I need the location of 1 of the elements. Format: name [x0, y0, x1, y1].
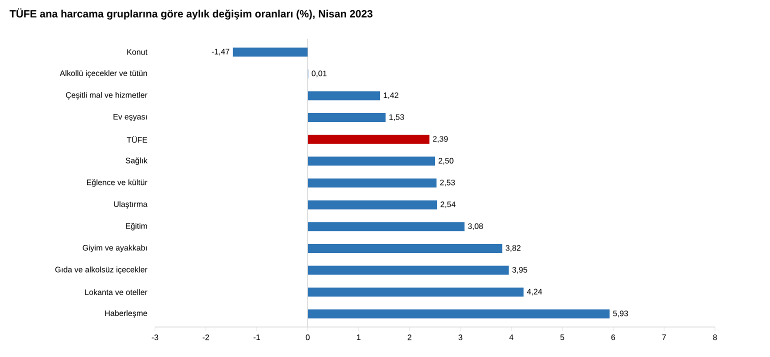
chart-title: TÜFE ana harcama gruplarına göre aylık değişim oranları (%), Nisan 2023 [10, 8, 372, 20]
